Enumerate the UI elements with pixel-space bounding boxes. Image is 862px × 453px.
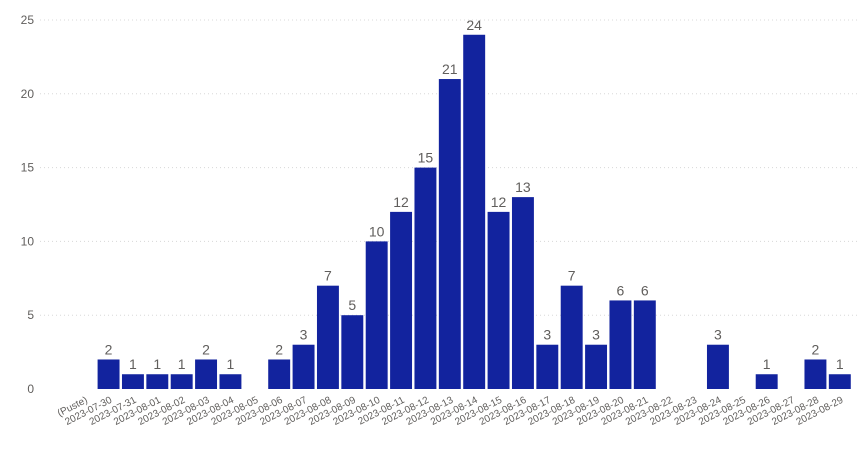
data-label: 1: [836, 356, 844, 372]
x-axis-ticks: (Puste)2023-07-302023-07-312023-08-01202…: [56, 395, 846, 428]
bar[interactable]: [341, 315, 364, 389]
bar[interactable]: [487, 211, 510, 389]
data-label: 1: [763, 356, 771, 372]
data-label: 1: [178, 356, 186, 372]
bar[interactable]: [585, 344, 608, 389]
data-label: 3: [300, 327, 308, 343]
y-tick-label: 5: [27, 308, 34, 322]
data-label: 2: [812, 341, 820, 357]
data-label: 2: [105, 341, 113, 357]
bar[interactable]: [536, 344, 559, 389]
bar[interactable]: [438, 79, 461, 389]
data-label: 1: [227, 356, 235, 372]
data-label: 12: [491, 194, 507, 210]
data-label: 24: [466, 17, 482, 33]
bar[interactable]: [170, 374, 193, 389]
bar[interactable]: [146, 374, 169, 389]
data-label: 6: [617, 282, 625, 298]
data-label: 13: [515, 179, 531, 195]
bar[interactable]: [463, 34, 486, 389]
data-label: 1: [129, 356, 137, 372]
data-label: 2: [275, 341, 283, 357]
data-label: 10: [369, 223, 385, 239]
bar[interactable]: [121, 374, 144, 389]
data-label: 21: [442, 61, 458, 77]
y-tick-label: 20: [21, 87, 35, 101]
data-label: 3: [714, 327, 722, 343]
y-tick-label: 15: [21, 161, 35, 175]
data-label: 5: [348, 297, 356, 313]
data-label: 3: [543, 327, 551, 343]
bar[interactable]: [292, 344, 315, 389]
bar[interactable]: [560, 285, 583, 389]
bar[interactable]: [97, 359, 120, 389]
y-axis-ticks: 0 5 10 15 20 25: [21, 13, 35, 396]
bar[interactable]: [316, 285, 339, 389]
bar[interactable]: [828, 374, 851, 389]
bar[interactable]: [414, 167, 437, 389]
bar[interactable]: [706, 344, 729, 389]
bar[interactable]: [268, 359, 291, 389]
bar[interactable]: [195, 359, 218, 389]
data-label: 6: [641, 282, 649, 298]
y-tick-label: 0: [27, 382, 34, 396]
data-label: 7: [568, 268, 576, 284]
data-label: 1: [153, 356, 161, 372]
data-label: 7: [324, 268, 332, 284]
bar[interactable]: [365, 241, 388, 389]
data-label: 3: [592, 327, 600, 343]
bar[interactable]: [633, 300, 656, 389]
data-label: 2: [202, 341, 210, 357]
y-tick-label: 10: [21, 234, 35, 248]
data-label: 15: [418, 150, 434, 166]
bar[interactable]: [804, 359, 827, 389]
y-tick-label: 25: [21, 13, 35, 27]
bar[interactable]: [755, 374, 778, 389]
data-label: 12: [393, 194, 409, 210]
bars: [97, 34, 851, 389]
bar[interactable]: [390, 211, 413, 389]
bar[interactable]: [511, 197, 534, 389]
bar[interactable]: [219, 374, 242, 389]
bar[interactable]: [609, 300, 632, 389]
